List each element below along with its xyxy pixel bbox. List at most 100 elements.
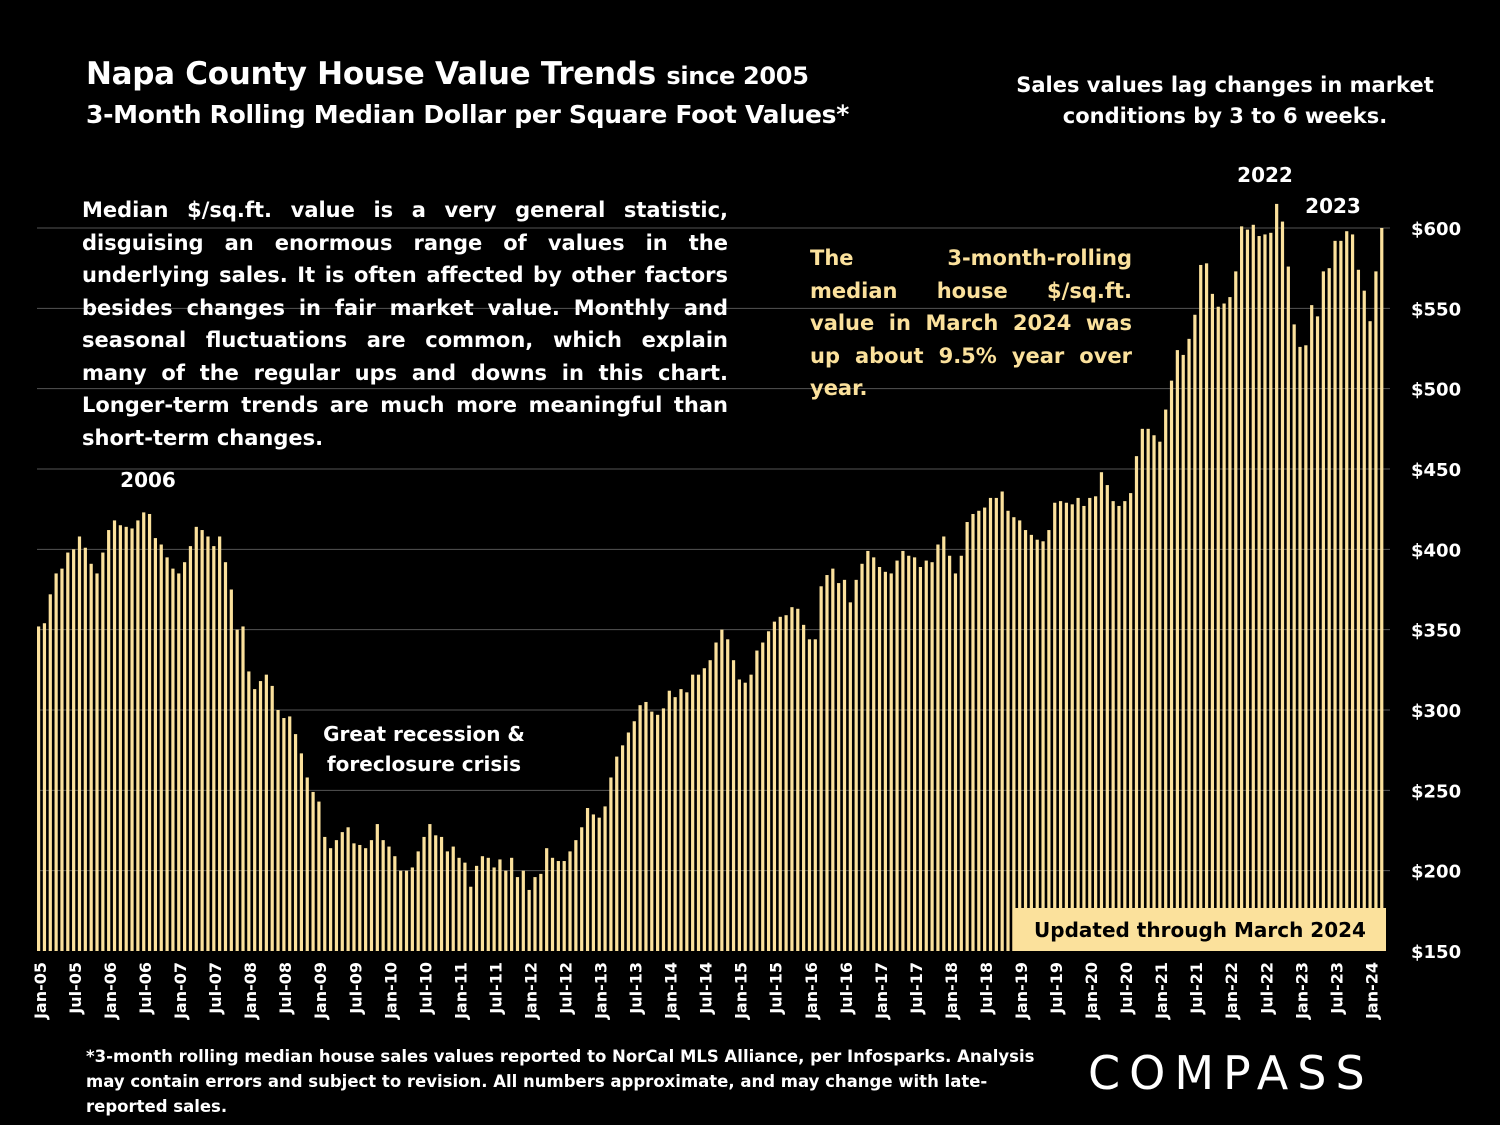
bar bbox=[1251, 224, 1255, 951]
x-tick-label: Jul-08 bbox=[276, 962, 295, 1015]
y-tick-label: $200 bbox=[1411, 862, 1461, 883]
bar bbox=[626, 732, 631, 951]
bar bbox=[883, 571, 887, 951]
bar bbox=[1315, 316, 1320, 951]
bar bbox=[959, 555, 963, 951]
bar bbox=[784, 615, 788, 951]
bar bbox=[510, 857, 514, 951]
bar bbox=[60, 568, 64, 951]
bar bbox=[188, 546, 193, 951]
bar bbox=[1257, 236, 1261, 952]
bar bbox=[1181, 354, 1185, 952]
x-tick-label: Jan-14 bbox=[662, 962, 681, 1020]
bar bbox=[737, 679, 741, 951]
bar bbox=[293, 734, 298, 951]
year-label-2022: 2022 bbox=[1237, 163, 1293, 187]
x-tick-label: Jul-22 bbox=[1257, 962, 1276, 1015]
y-tick-label: $150 bbox=[1411, 942, 1461, 963]
bar bbox=[299, 753, 304, 951]
bar bbox=[340, 832, 344, 951]
x-tick-label: Jan-16 bbox=[802, 962, 821, 1020]
bar bbox=[404, 870, 409, 951]
bar bbox=[142, 512, 146, 951]
bar bbox=[504, 870, 508, 951]
bar bbox=[866, 550, 870, 951]
bar bbox=[1175, 350, 1179, 951]
x-tick-label: Jan-06 bbox=[101, 962, 120, 1020]
bar bbox=[615, 756, 619, 951]
bar bbox=[463, 862, 467, 951]
x-tick-label: Jul-13 bbox=[627, 962, 646, 1015]
x-tick-label: Jul-06 bbox=[136, 962, 155, 1015]
year-label-2006: 2006 bbox=[120, 468, 176, 492]
x-tick-label: Jan-24 bbox=[1362, 962, 1381, 1020]
bar bbox=[1070, 504, 1074, 951]
bar bbox=[994, 497, 998, 951]
bar bbox=[533, 877, 537, 951]
bar bbox=[755, 650, 759, 951]
bar bbox=[1234, 271, 1238, 951]
bar bbox=[206, 536, 210, 951]
y-tick-label: $550 bbox=[1411, 299, 1461, 320]
bar bbox=[644, 701, 648, 951]
bar bbox=[1123, 501, 1127, 951]
bar bbox=[1140, 428, 1144, 951]
bar bbox=[130, 528, 134, 951]
bar bbox=[369, 840, 374, 951]
x-tick-label: Jan-17 bbox=[872, 962, 891, 1020]
bar bbox=[194, 526, 198, 951]
bar bbox=[1280, 221, 1285, 951]
bar bbox=[1023, 530, 1028, 951]
bar bbox=[387, 846, 391, 951]
bar bbox=[1292, 324, 1296, 951]
bar bbox=[1275, 203, 1279, 951]
bar bbox=[1368, 321, 1372, 952]
bar bbox=[118, 525, 122, 951]
bar bbox=[819, 586, 823, 951]
bar bbox=[136, 520, 140, 951]
bar bbox=[521, 870, 525, 951]
bar bbox=[480, 856, 485, 951]
bar bbox=[650, 711, 654, 951]
bar bbox=[112, 520, 117, 951]
bar bbox=[1129, 493, 1133, 951]
bar bbox=[1076, 497, 1080, 951]
x-tick-label: Jul-14 bbox=[697, 962, 716, 1015]
bar bbox=[1058, 501, 1063, 951]
bar bbox=[1018, 520, 1022, 951]
bar bbox=[1228, 297, 1232, 951]
y-tick-label: $500 bbox=[1411, 380, 1461, 401]
bar bbox=[1304, 345, 1308, 952]
bar bbox=[305, 777, 309, 951]
bar bbox=[253, 689, 257, 951]
bar bbox=[399, 870, 403, 951]
bar bbox=[1088, 497, 1092, 951]
bar bbox=[1298, 346, 1302, 952]
bar bbox=[545, 848, 549, 951]
y-tick-label: $300 bbox=[1411, 701, 1461, 722]
bar bbox=[1362, 290, 1366, 951]
bar bbox=[539, 873, 543, 951]
bar bbox=[474, 865, 479, 951]
bar bbox=[223, 562, 228, 951]
x-tick-label: Jul-23 bbox=[1327, 962, 1346, 1015]
bar bbox=[661, 708, 666, 951]
compass-logo: COMPASS bbox=[1088, 1046, 1374, 1100]
bar bbox=[568, 851, 572, 951]
bar bbox=[1029, 534, 1033, 951]
bar bbox=[1053, 502, 1057, 951]
bar bbox=[1345, 231, 1349, 952]
bar bbox=[872, 557, 876, 951]
bar bbox=[772, 621, 777, 951]
bar bbox=[1204, 263, 1209, 951]
bar bbox=[1222, 303, 1226, 952]
bar bbox=[1164, 409, 1168, 951]
bar bbox=[1310, 305, 1314, 951]
bar bbox=[328, 848, 333, 951]
chart-title: Napa County House Value Trends since 200… bbox=[86, 56, 809, 92]
bar bbox=[346, 827, 350, 951]
bar bbox=[837, 583, 841, 951]
bar bbox=[948, 555, 952, 951]
bar bbox=[930, 562, 934, 951]
